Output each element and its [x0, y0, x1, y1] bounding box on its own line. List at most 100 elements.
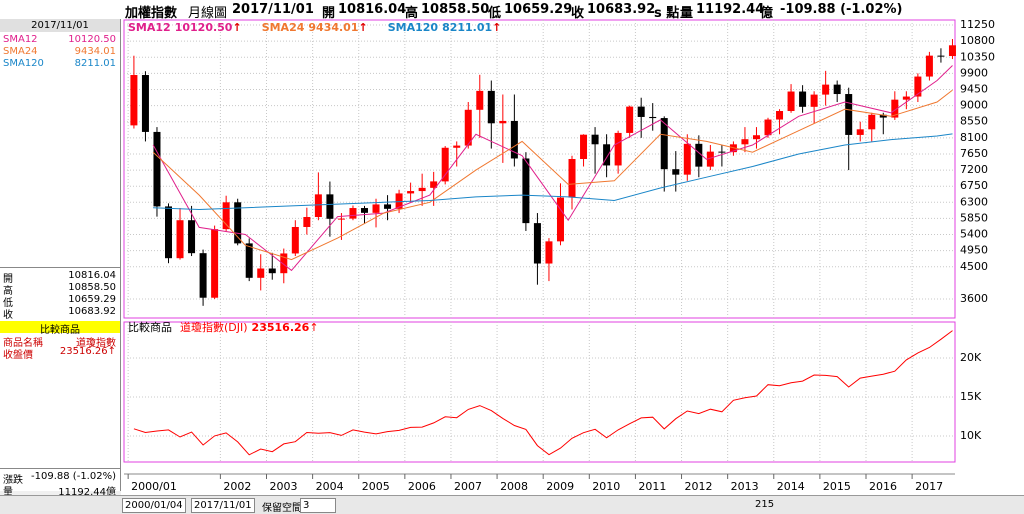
x-tick-label: 2003 [269, 480, 297, 493]
candle-body [360, 208, 368, 213]
x-tick-label: 2008 [500, 480, 528, 493]
candle-body [418, 187, 426, 192]
candle-body [476, 90, 484, 110]
ohlc-label: 開 [3, 274, 13, 285]
candle-body [695, 143, 703, 167]
candle-body [176, 220, 184, 259]
candle-body [349, 208, 357, 219]
candle-body [188, 220, 196, 254]
high-label: 高 [405, 6, 419, 21]
close-label: 收 [571, 6, 585, 21]
candle-body [925, 55, 933, 77]
x-tick-label: 2002 [223, 480, 251, 493]
y-tick-label: 5850 [960, 211, 988, 224]
y-tick-label: 15K [960, 390, 982, 403]
candle-body [326, 194, 334, 219]
legend-value: 9434.01 [308, 21, 358, 34]
compare-close: 23516.26↑ [60, 346, 116, 357]
volume: 11192.44 [696, 2, 765, 17]
y-tick-label: 10800 [960, 34, 995, 47]
candle-body [776, 111, 784, 120]
x-tick-label: 2017 [915, 480, 943, 493]
candle-body [556, 197, 564, 242]
y-tick-label: 7200 [960, 163, 988, 176]
divider [0, 267, 120, 268]
candle-body [303, 216, 311, 227]
candle-body [948, 45, 956, 57]
candle-body [211, 229, 219, 298]
x-tick-label: 2009 [546, 480, 574, 493]
candle-body [614, 132, 622, 166]
date: 2017/11/01 [232, 2, 314, 17]
side-panel: 2017/11/01 SMA12 10120.50 SMA24 9434.01 … [0, 19, 121, 498]
candle-body [314, 194, 322, 217]
candle-body [718, 151, 726, 153]
open: 10816.04 [338, 2, 407, 17]
x-tick-label: 2011 [638, 480, 666, 493]
candle-body [637, 106, 645, 117]
reserve-label: 保留空間 [262, 503, 302, 514]
x-tick-label: 2013 [731, 480, 759, 493]
legend-trend: ↑ [232, 21, 241, 34]
low-label: 低 [488, 6, 502, 21]
high: 10858.50 [421, 2, 490, 17]
legend-name: SMA120 [388, 21, 439, 34]
candle-body [222, 202, 230, 230]
candle-body [845, 94, 853, 135]
legend-name: SMA24 [262, 21, 305, 34]
candle-body [280, 253, 288, 274]
candle-body [430, 181, 438, 188]
index-name: 加權指數 [125, 6, 178, 21]
bar-count: 215 [755, 499, 775, 510]
sma-name: SMA12 [3, 34, 38, 45]
candle-body [706, 151, 714, 167]
y-tick-label: 6750 [960, 179, 988, 192]
y-tick-label: 9900 [960, 66, 988, 79]
sma-line [153, 133, 953, 211]
ohlc-label: 低 [3, 298, 13, 309]
change: -109.88 (-1.02%) [780, 2, 903, 17]
end-date[interactable]: 2017/11/01 [191, 498, 255, 513]
legend-entry: SMA24 9434.01↑ [262, 21, 368, 34]
ohlc-value: 10816.04 [68, 270, 116, 281]
x-tick-label: 2006 [408, 480, 436, 493]
legend-value: 23516.26 [252, 321, 310, 334]
candle-body [787, 91, 795, 112]
lower-frame [123, 321, 956, 463]
period: 月線圖 [188, 6, 228, 21]
candle-body [257, 268, 265, 278]
y-tick-label: 4500 [960, 260, 988, 273]
candle-body [499, 120, 507, 124]
candle-body [914, 76, 922, 97]
open-label: 開 [322, 6, 336, 21]
x-tick-label: 2016 [869, 480, 897, 493]
candle-body [764, 119, 772, 136]
reserve[interactable]: 3 [300, 498, 336, 513]
chart: 比較商品 3600 4500 4950 5400 5850 6300 6750 7200 765… [121, 19, 1024, 495]
volume-label: 量 [3, 487, 13, 498]
candle-body [372, 204, 380, 213]
x-tick-label: 2014 [777, 480, 805, 493]
sma-line [152, 65, 953, 272]
ohlc-value: 10683.92 [68, 306, 116, 317]
y-tick-label: 5400 [960, 228, 988, 241]
candle-body [833, 84, 841, 95]
candle-body [683, 143, 691, 175]
legend-name: 道瓊指數(DJI) [180, 320, 248, 334]
x-tick-label: 2015 [823, 480, 851, 493]
candle-body [291, 226, 299, 254]
x-tick-label: 2005 [362, 480, 390, 493]
chart-bg [121, 19, 1024, 495]
compare-label: 收盤價 [3, 350, 33, 361]
legend-entry: SMA120 8211.01↑ [388, 21, 502, 34]
candle-body [510, 120, 518, 159]
candle-body [234, 202, 242, 244]
candle-body [603, 144, 611, 166]
candle-body [545, 241, 553, 264]
candle-body [868, 114, 876, 130]
candle-body [591, 134, 599, 145]
close: 10683.92 [587, 2, 656, 17]
x-tick-label: 2007 [454, 480, 482, 493]
start-date[interactable]: 2000/01/04 [122, 498, 186, 513]
sma-name: SMA120 [3, 58, 44, 69]
